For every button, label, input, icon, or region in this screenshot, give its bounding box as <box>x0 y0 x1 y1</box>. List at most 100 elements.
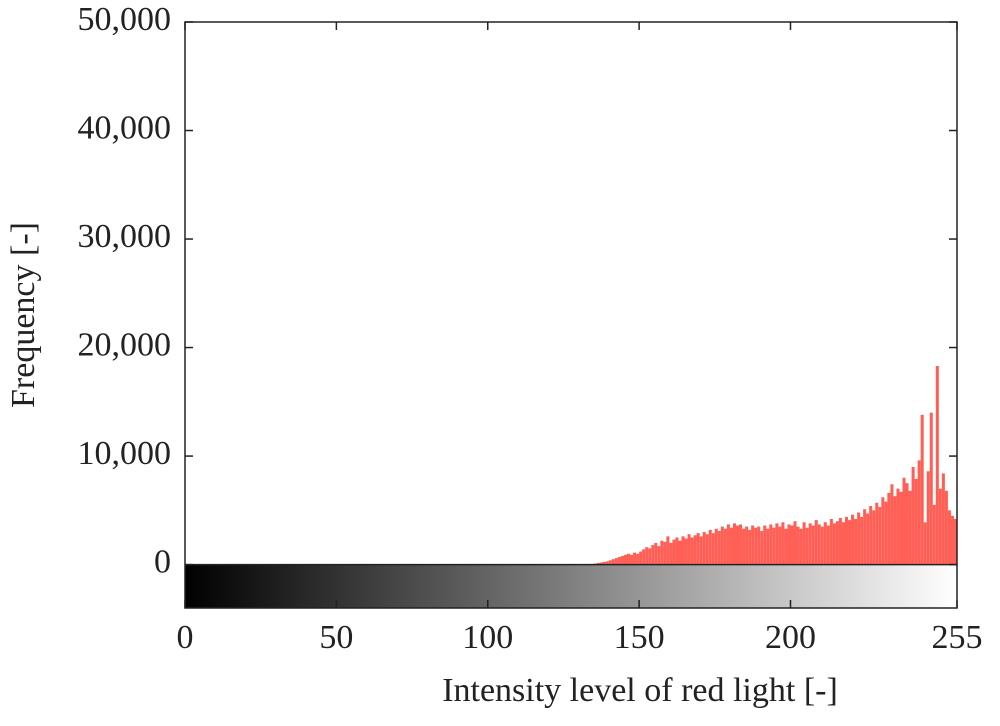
bar <box>869 505 873 565</box>
bar <box>947 510 951 565</box>
bar <box>735 525 740 565</box>
x-tick-label: 200 <box>765 619 816 656</box>
bar <box>823 522 827 565</box>
bar <box>802 522 806 565</box>
bar <box>742 528 746 565</box>
y-tick-label: 0 <box>154 543 171 580</box>
intensity-strip <box>185 564 957 608</box>
bar <box>775 523 779 565</box>
bar <box>699 536 703 565</box>
bar <box>848 520 852 565</box>
bar <box>639 551 643 565</box>
x-tick-label: 150 <box>614 619 665 656</box>
bar <box>702 532 706 565</box>
bar <box>772 527 776 565</box>
bar <box>630 554 634 565</box>
bar <box>835 521 839 565</box>
y-tick-label: 30,000 <box>78 218 172 255</box>
bar <box>723 528 727 565</box>
bar <box>829 519 833 565</box>
bar <box>860 516 864 565</box>
bar <box>929 412 933 565</box>
bar <box>941 473 945 565</box>
bar <box>614 558 618 565</box>
plot-frame <box>184 21 958 609</box>
x-tick-label: 255 <box>932 619 983 656</box>
bar <box>654 542 658 565</box>
bar <box>917 460 921 565</box>
bar <box>893 496 897 565</box>
bar <box>887 492 891 565</box>
bar <box>620 555 624 565</box>
bar <box>857 512 861 565</box>
bar <box>881 497 885 565</box>
bar <box>623 554 628 565</box>
bar <box>787 524 791 565</box>
bar <box>605 561 609 565</box>
bar <box>790 525 794 565</box>
bar <box>608 560 612 565</box>
bar <box>878 507 882 565</box>
bar <box>905 483 909 565</box>
bar <box>884 501 888 565</box>
x-axis-label: Intensity level of red light [-] <box>442 672 838 709</box>
y-tick-label: 50,000 <box>78 1 172 38</box>
bar <box>729 527 733 565</box>
bar <box>645 547 649 565</box>
bar <box>781 522 785 565</box>
bar <box>714 528 718 565</box>
bar <box>950 515 954 565</box>
bar <box>902 477 906 565</box>
bar <box>751 525 755 565</box>
bar <box>808 523 812 565</box>
bar <box>757 526 761 565</box>
bar <box>732 523 736 565</box>
x-tick-label: 0 <box>177 619 194 656</box>
bar <box>814 520 818 565</box>
bar <box>651 545 655 565</box>
bar <box>611 559 615 565</box>
bar <box>602 561 606 565</box>
bar <box>854 519 858 565</box>
bar <box>660 540 664 565</box>
bar <box>875 502 879 565</box>
bar <box>663 541 667 565</box>
bar <box>596 562 600 565</box>
bar <box>799 528 803 565</box>
bar <box>923 522 927 565</box>
bar <box>669 542 673 565</box>
bar <box>693 535 697 565</box>
bar <box>666 536 670 565</box>
y-tick-label: 10,000 <box>78 435 172 472</box>
bar <box>908 490 912 565</box>
bar <box>678 540 682 565</box>
bar <box>636 553 640 565</box>
bar <box>866 513 870 565</box>
bar <box>863 509 867 565</box>
bar <box>896 488 900 565</box>
bar <box>687 534 691 565</box>
bar <box>841 522 845 565</box>
bar <box>926 471 930 565</box>
bar <box>817 524 821 565</box>
bar <box>627 553 631 565</box>
bar <box>938 488 942 565</box>
bar <box>763 525 767 565</box>
bar <box>851 514 855 565</box>
bar <box>642 549 646 565</box>
bar <box>633 552 637 565</box>
bar <box>617 556 621 565</box>
bar <box>690 537 694 565</box>
bar <box>784 528 788 565</box>
bar <box>832 523 836 565</box>
bar <box>672 539 676 565</box>
bar <box>705 534 709 565</box>
x-tick-label: 50 <box>319 619 353 656</box>
bar <box>911 466 915 565</box>
bar <box>648 548 652 565</box>
bar <box>805 527 809 565</box>
bar <box>838 517 842 565</box>
y-tick-label: 40,000 <box>78 109 172 146</box>
bar <box>890 484 894 565</box>
